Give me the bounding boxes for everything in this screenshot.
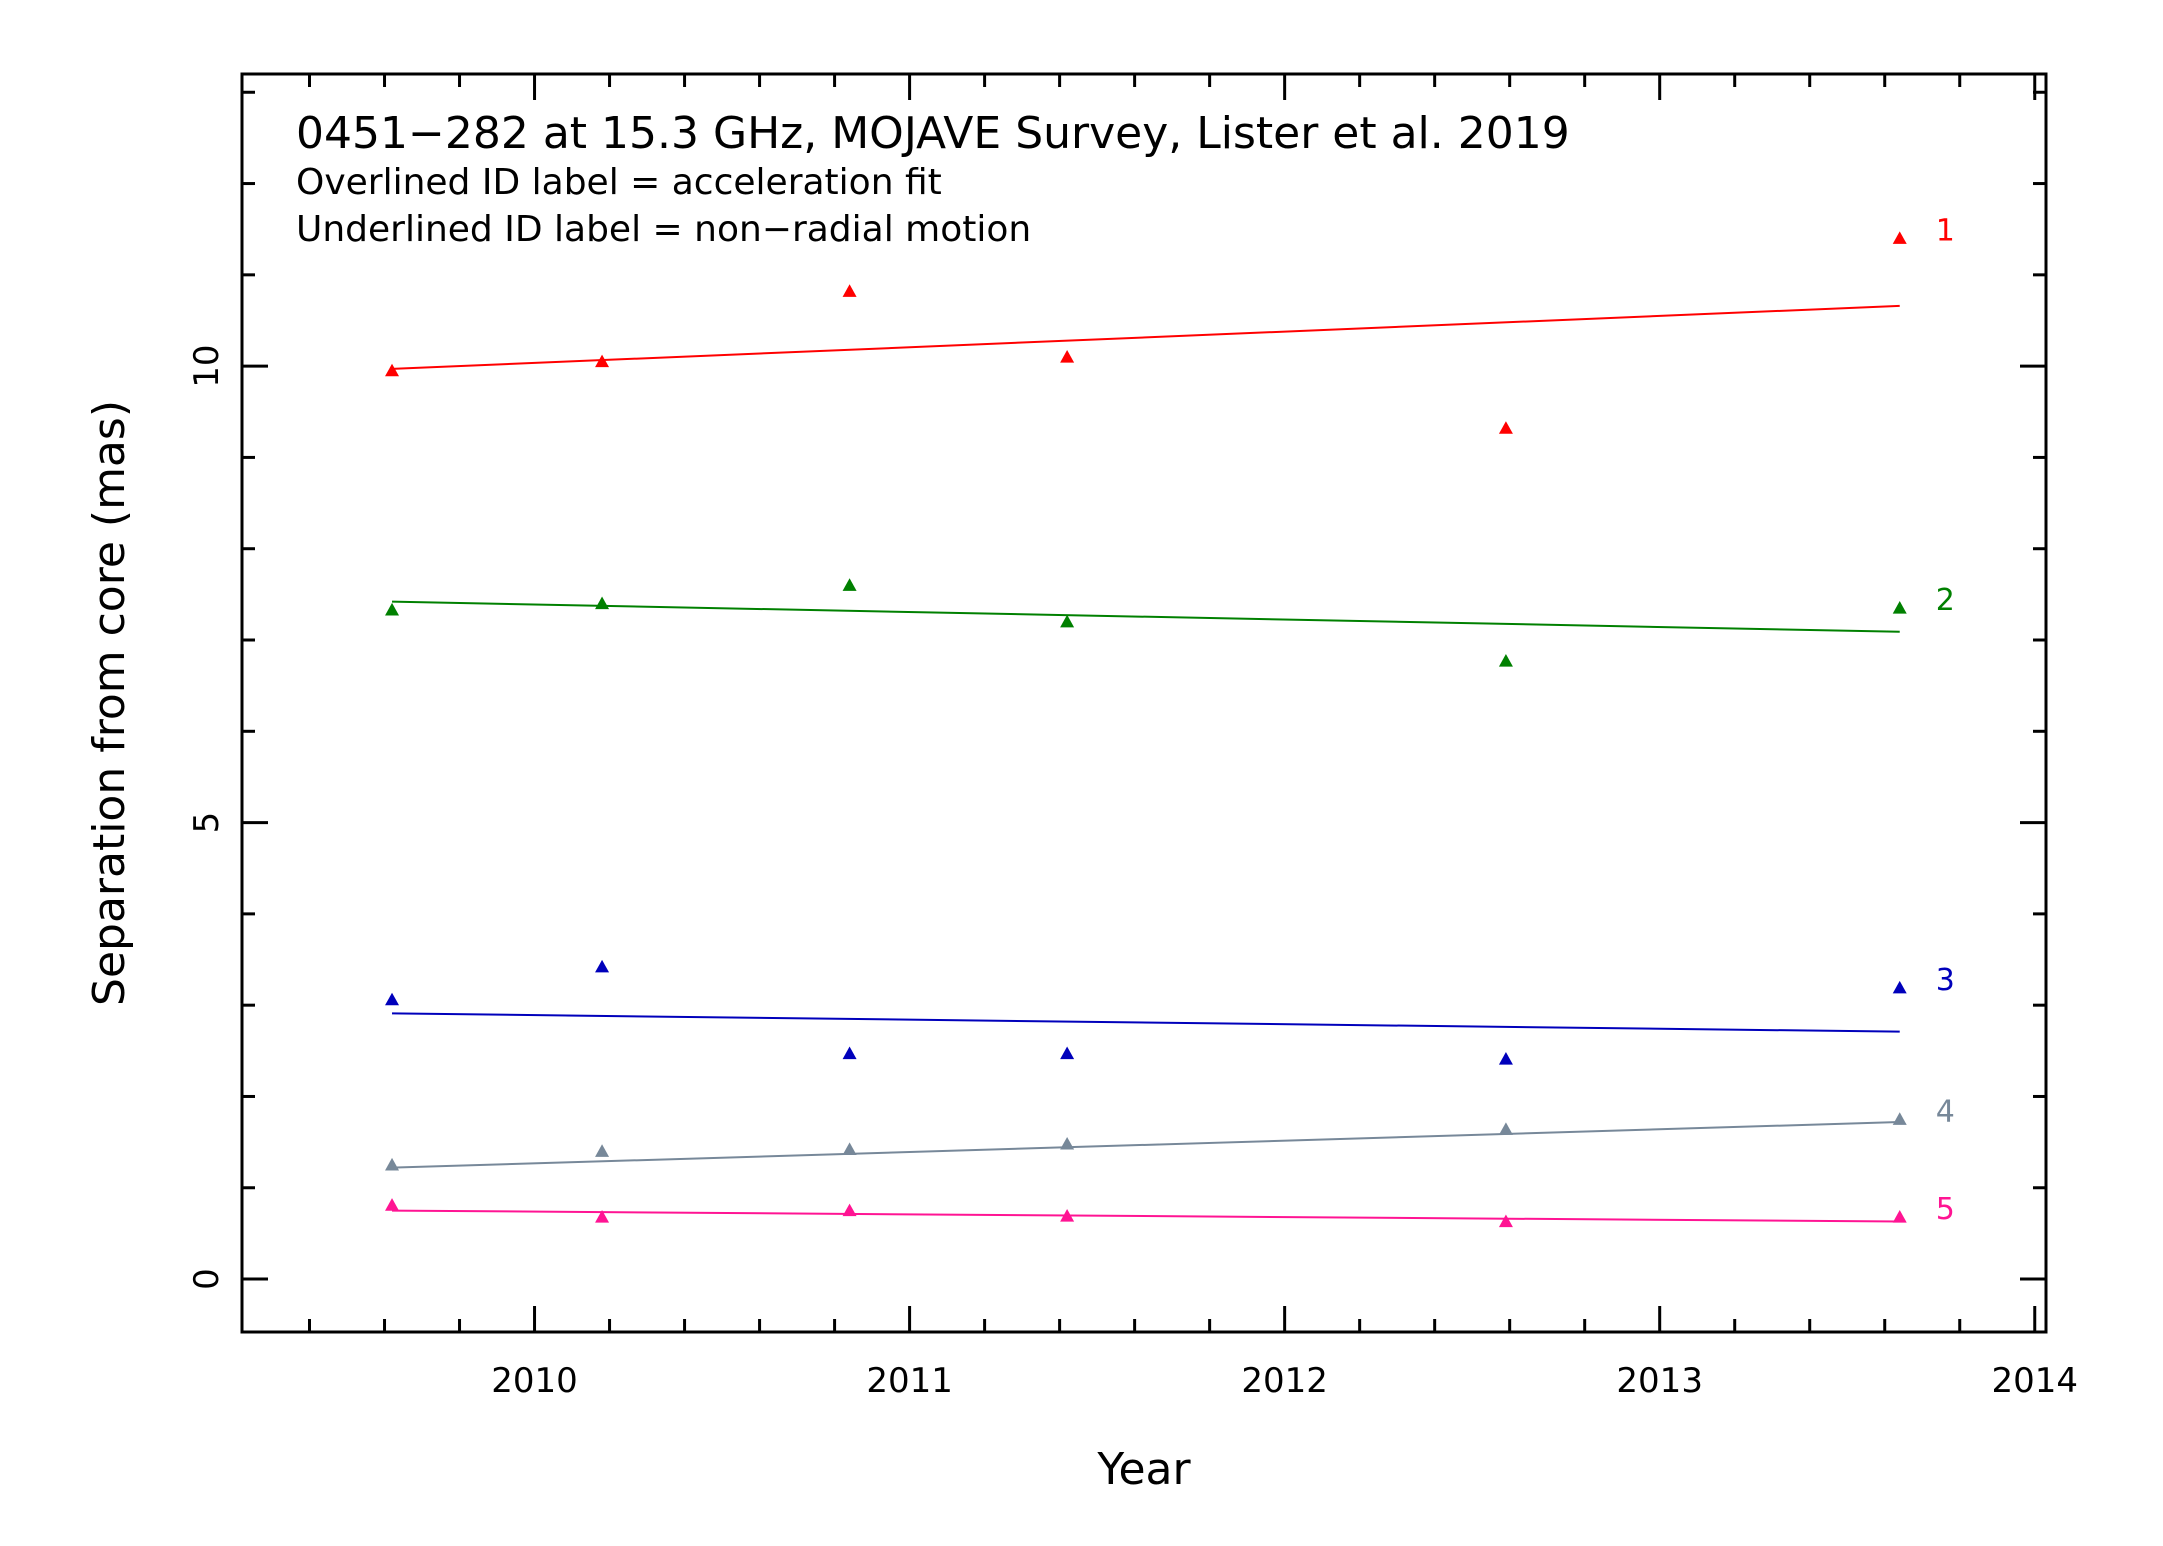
data-point-3: [1060, 1046, 1075, 1060]
data-point-4: [1498, 1122, 1513, 1135]
data-point-5: [595, 1209, 610, 1223]
x-tick-label: 2010: [491, 1361, 578, 1401]
data-point-1: [842, 284, 857, 297]
id-label-2: 2: [1936, 583, 1955, 618]
x-tick-label: 2014: [1991, 1361, 2078, 1401]
data-point-5: [1892, 1209, 1907, 1223]
x-tick-label: 2013: [1616, 1361, 1703, 1401]
data-point-2: [1060, 614, 1075, 628]
data-point-2: [842, 578, 857, 591]
data-point-1: [1060, 350, 1075, 363]
y-tick-label: 0: [187, 1268, 227, 1290]
data-point-5: [1498, 1214, 1513, 1228]
data-point-5: [1060, 1209, 1075, 1222]
data-point-1: [1498, 421, 1513, 434]
y-axis-label: Separation from core (mas): [84, 400, 135, 1006]
data-point-4: [1892, 1112, 1907, 1125]
y-axis-ticks: 0 5 10: [187, 90, 2046, 1290]
id-label-1: 1: [1936, 213, 1955, 248]
chart-subtitle-1: Overlined ID label = acceleration fit: [296, 162, 942, 203]
data-point-2: [385, 602, 400, 616]
data-point-2: [1498, 654, 1513, 667]
component-id-labels: 1 2 3 4 5: [1936, 213, 1955, 1227]
data-point-3: [842, 1046, 857, 1060]
data-point-1: [595, 354, 610, 368]
fit-lines: [391, 304, 1900, 1223]
fit-line-4: [391, 1121, 1900, 1169]
data-point-3: [1892, 980, 1907, 994]
data-points: [385, 231, 1907, 1228]
x-tick-label: 2011: [866, 1361, 953, 1401]
fit-line-5: [392, 1209, 1900, 1223]
data-point-1: [1892, 231, 1907, 244]
data-point-5: [842, 1203, 857, 1217]
data-point-1: [385, 363, 400, 377]
data-point-3: [1498, 1052, 1513, 1065]
x-axis-ticks: 2010 2011 2012 2013 2014: [308, 74, 2078, 1401]
data-point-2: [1892, 601, 1907, 614]
data-point-4: [1060, 1136, 1075, 1150]
data-point-4: [595, 1144, 610, 1157]
chart-title: 0451−282 at 15.3 GHz, MOJAVE Survey, Lis…: [296, 108, 1570, 159]
fit-line-1: [391, 304, 1900, 370]
plot-frame: [240, 72, 2048, 1334]
data-point-3: [595, 959, 610, 973]
data-point-4: [842, 1142, 857, 1156]
id-label-3: 3: [1936, 963, 1955, 998]
data-point-4: [385, 1157, 400, 1171]
x-axis-label: Year: [1096, 1444, 1191, 1495]
id-label-5: 5: [1936, 1192, 1955, 1227]
y-tick-label: 5: [187, 812, 227, 834]
data-point-2: [595, 596, 610, 610]
data-point-5: [385, 1198, 400, 1211]
id-label-4: 4: [1936, 1094, 1955, 1129]
fit-line-2: [392, 600, 1900, 633]
data-point-3: [385, 992, 400, 1006]
chart-subtitle-2: Underlined ID label = non−radial motion: [296, 209, 1031, 250]
fit-line-3: [392, 1012, 1900, 1033]
y-tick-label: 10: [187, 345, 227, 388]
x-tick-label: 2012: [1241, 1361, 1328, 1401]
